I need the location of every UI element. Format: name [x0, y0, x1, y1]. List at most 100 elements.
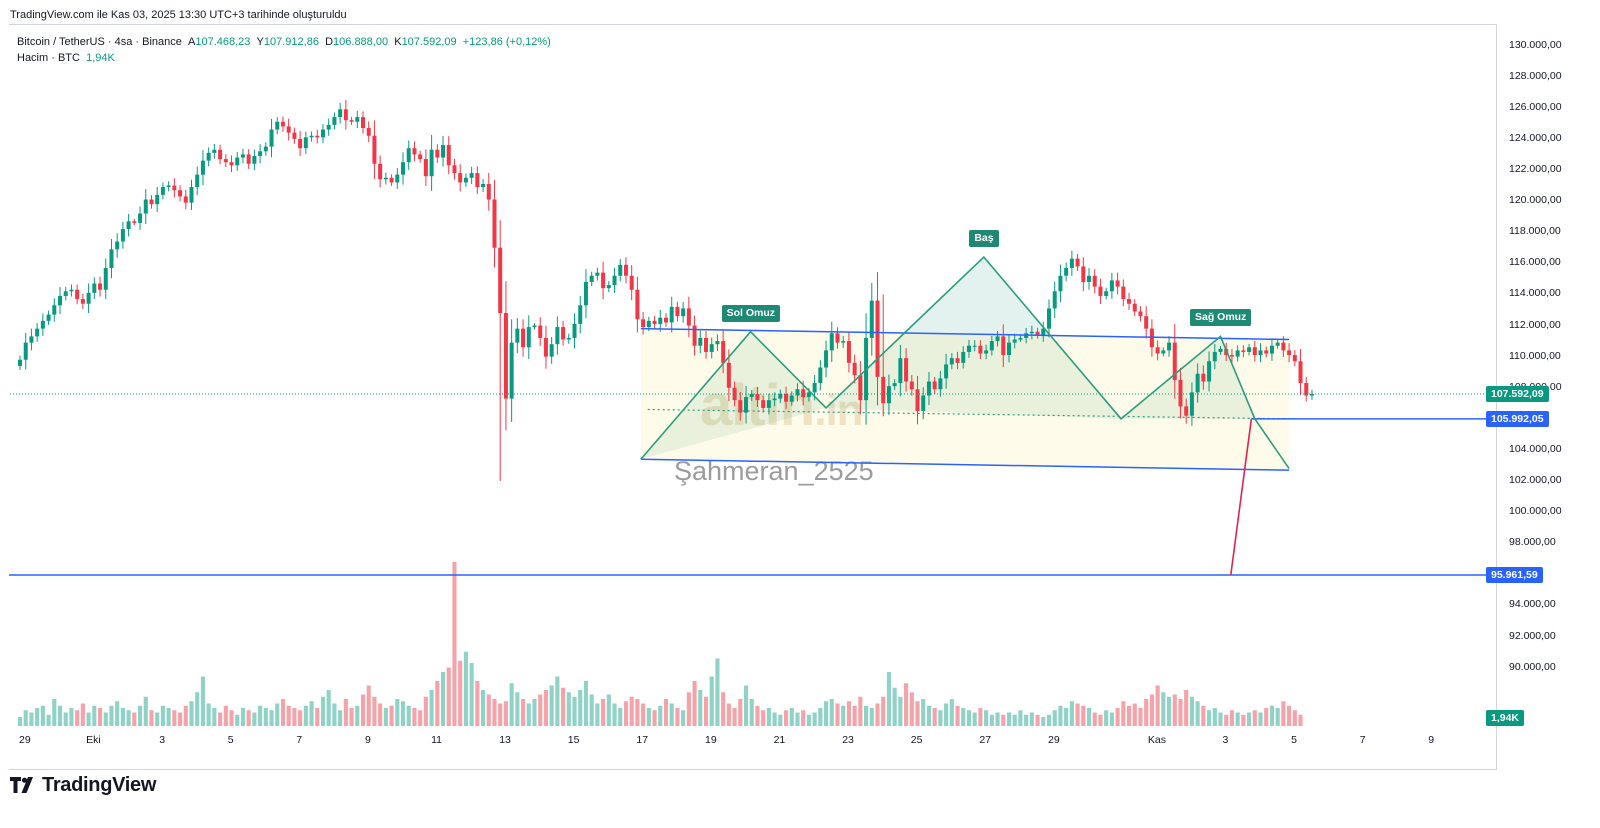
candle-body [389, 177, 394, 183]
volume-bar [452, 561, 457, 726]
price-axis[interactable]: 130.000,00 128.000,00 126.000,00 124.000,00… [1497, 24, 1600, 770]
volume-bar [521, 699, 526, 726]
candle-body [732, 387, 737, 401]
volume-bar [40, 705, 45, 726]
candle-body [938, 378, 943, 390]
volume-bar [1212, 708, 1217, 726]
candle-body [292, 132, 297, 139]
candle-body [441, 145, 446, 158]
target-price-label: 95.961,59 [1486, 566, 1543, 583]
candle-body [200, 160, 205, 175]
tradingview-wordmark: TradingView [42, 773, 157, 796]
candle-body [1212, 351, 1217, 362]
volume-bar [703, 696, 709, 726]
candle-body [1064, 267, 1069, 276]
volume-bar [646, 708, 651, 726]
volume-bar [223, 705, 228, 726]
neckline-price-label: 105.992,05 [1486, 410, 1549, 427]
price-tick-label: 124.000,00 [1509, 131, 1562, 144]
candle-body [1109, 280, 1114, 292]
volume-bar [1275, 708, 1280, 726]
candle-body [218, 149, 223, 160]
volume-bar [480, 690, 486, 726]
candle-body [463, 177, 468, 183]
candle-body [309, 135, 314, 138]
volume-bar [1069, 701, 1074, 726]
time-tick-label: 3 [159, 734, 166, 746]
volume-bar [332, 703, 337, 726]
candle-body [1081, 266, 1086, 282]
candle-body [235, 157, 240, 166]
candle-body [738, 400, 743, 413]
candle-body [412, 148, 417, 155]
volume-bar [458, 660, 463, 726]
volume-bar [1287, 705, 1292, 726]
candle-body [829, 333, 834, 351]
volume-bar [852, 705, 857, 726]
candle-body [1127, 299, 1132, 304]
candle-body [652, 320, 657, 324]
candle-body [1035, 331, 1040, 335]
candle-body [1229, 355, 1234, 357]
time-tick-label: 19 [705, 734, 717, 746]
candle-body [521, 328, 526, 348]
candle-body [772, 398, 777, 401]
volume-legend-label[interactable]: Hacim · BTC [17, 52, 80, 64]
candle-body [658, 317, 663, 324]
candle-body [69, 289, 74, 292]
candle-body [824, 350, 829, 368]
volume-bar [446, 667, 451, 726]
candle-body [1207, 361, 1212, 382]
volume-bar [1098, 714, 1103, 726]
volume-bar [418, 710, 423, 726]
volume-bar [195, 692, 200, 726]
price-tick-label: 128.000,00 [1509, 69, 1562, 82]
candle-body [35, 328, 40, 337]
volume-bar [126, 710, 131, 726]
candle-body [749, 393, 754, 398]
volume-bar [566, 692, 571, 726]
candle-body [646, 320, 651, 328]
volume-bar [509, 683, 514, 726]
volume-bar [303, 705, 308, 726]
price-tick-label: 118.000,00 [1509, 225, 1561, 238]
candle-body [1184, 406, 1189, 416]
volume-bar [1184, 690, 1189, 726]
volume-bar [961, 708, 966, 726]
candle-body [1178, 379, 1183, 407]
volume-bar [343, 699, 348, 726]
volume-bar [743, 685, 749, 726]
label-head: Baş [969, 230, 999, 248]
volume-bar [1172, 694, 1177, 726]
candle-body [726, 362, 731, 388]
candle-body [1132, 303, 1137, 312]
volume-bar [1024, 714, 1029, 726]
time-tick-label: 3 [1222, 734, 1229, 746]
volume-bar [898, 696, 903, 726]
volume-bar [355, 705, 360, 726]
symbol-name[interactable]: Bitcoin / TetherUS · 4sa · Binance [17, 36, 182, 48]
candle-body [995, 336, 1000, 342]
candle-body [852, 362, 857, 376]
candle-body [275, 121, 280, 130]
volume-bar [829, 699, 834, 726]
volume-bar [549, 685, 554, 726]
volume-bar [663, 699, 669, 726]
time-tick-label: 27 [979, 734, 992, 746]
candle-body [1287, 350, 1292, 356]
volume-bar [875, 703, 880, 726]
candle-body [972, 345, 977, 347]
volume-bar [1092, 712, 1097, 726]
candle-body [446, 145, 451, 166]
candle-body [721, 341, 726, 363]
candle-body [52, 305, 57, 315]
candle-body [589, 275, 594, 282]
label-right-shoulder: Sağ Omuz [1190, 309, 1252, 327]
candle-body [555, 327, 560, 345]
volume-bar [995, 712, 1000, 726]
volume-bar [658, 705, 663, 726]
candle-body [98, 283, 103, 290]
price-tick-label: 90.000,00 [1509, 660, 1556, 673]
volume-bar [258, 705, 263, 726]
volume-bar [1247, 712, 1252, 726]
